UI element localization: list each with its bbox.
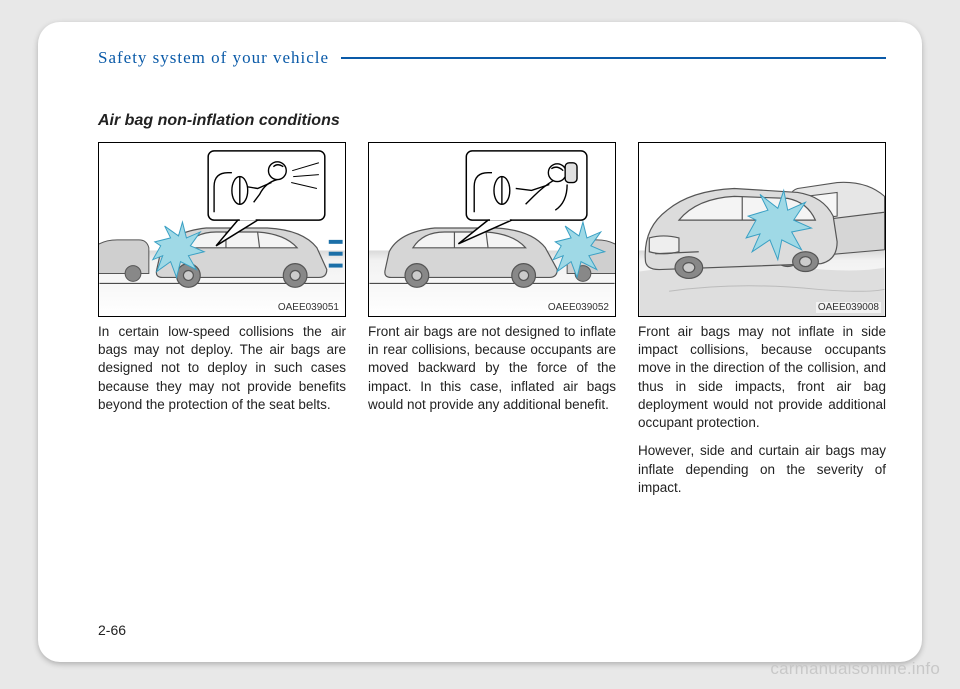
header-rule <box>341 57 886 59</box>
figure-id-label: OAEE039008 <box>816 302 881 313</box>
paragraph: Front air bags may not inflate in side i… <box>638 323 886 432</box>
figure-rear-collision: OAEE039052 <box>368 142 616 317</box>
page-header: Safety system of your vehicle <box>98 48 886 68</box>
section-heading: Safety system of your vehicle <box>98 48 341 68</box>
page-number: 2-66 <box>98 622 126 638</box>
figure-low-speed-collision: OAEE039051 <box>98 142 346 317</box>
spacer <box>638 112 886 142</box>
figure-id-label: OAEE039051 <box>276 302 341 313</box>
paragraph: In certain low-speed collisions the air … <box>98 323 346 414</box>
paragraph: Front air bags are not designed to infla… <box>368 323 616 414</box>
spacer <box>368 112 616 142</box>
content-columns: Air bag non-inflation conditions <box>98 112 886 497</box>
figure-id-label: OAEE039052 <box>546 302 611 313</box>
watermark: carmanualsonline.info <box>770 659 940 679</box>
column-2: OAEE039052 Front air bags are not design… <box>368 112 616 497</box>
figure-side-impact: OAEE039008 <box>638 142 886 317</box>
manual-page: Safety system of your vehicle Air bag no… <box>38 22 922 662</box>
paragraph: However, side and curtain air bags may i… <box>638 442 886 497</box>
subsection-title: Air bag non-inflation conditions <box>98 112 346 130</box>
column-3: OAEE039008 Front air bags may not inflat… <box>638 112 886 497</box>
column-1: Air bag non-inflation conditions <box>98 112 346 497</box>
